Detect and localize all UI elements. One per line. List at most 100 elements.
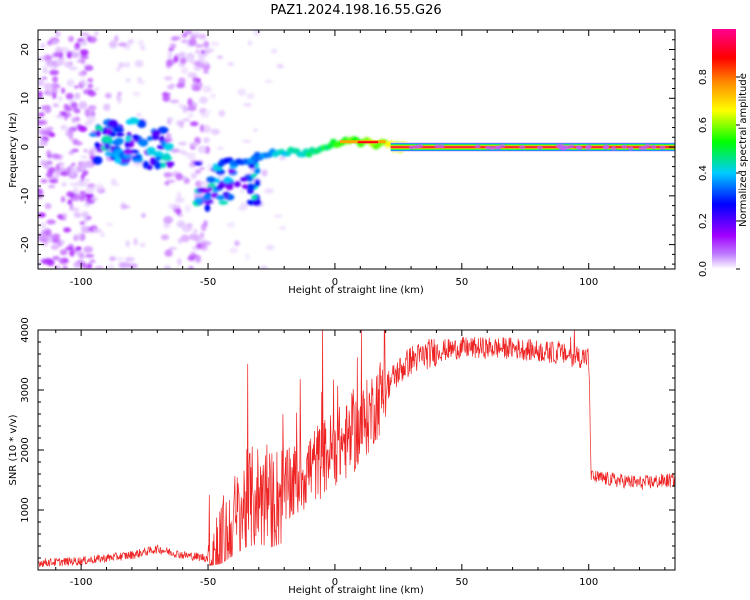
spectrogram-blob [203, 109, 213, 114]
spectrogram-blob [92, 155, 103, 165]
spectrogram-blob [61, 213, 68, 218]
spectrogram-blob [64, 61, 73, 68]
spectrogram-blob [70, 197, 80, 202]
spectrogram-blob [177, 257, 182, 266]
spectrogram-blob [575, 145, 582, 150]
spectrogram-blob [62, 217, 67, 221]
spectrogram-blob [80, 226, 89, 235]
spectrogram-blob [202, 85, 212, 93]
spectrogram-blob [64, 167, 72, 174]
spectrogram-blob [74, 85, 79, 89]
spectrogram-blob [246, 92, 255, 100]
spectrogram-blob [68, 150, 75, 155]
spectrogram-blob [178, 141, 188, 146]
spectrogram-blob [115, 67, 121, 72]
x-tick-label: 50 [455, 277, 468, 288]
spectrogram-blob [85, 178, 90, 182]
spectrogram-blob [195, 44, 204, 48]
spectrogram-blob [94, 265, 104, 269]
spectrogram-blob [52, 76, 59, 83]
spectrogram-blob [201, 241, 211, 246]
spectrogram-blob [202, 124, 211, 133]
spectrogram-blob [279, 225, 287, 231]
spectrogram-blob [154, 161, 162, 170]
spectrogram-blob [226, 221, 236, 228]
spectrogram-blob [246, 183, 256, 191]
y-tick-label: 20 [20, 43, 31, 56]
spectrogram-blob [218, 200, 229, 205]
spectrogram-blob [179, 57, 187, 64]
spectrogram-blob [650, 145, 657, 150]
spectrogram-blob [80, 54, 89, 60]
spectrogram-blob [519, 145, 526, 150]
spectrogram-blob [485, 145, 492, 150]
spectrogram-blob [253, 199, 262, 207]
colorbar-gradient [712, 29, 736, 269]
spectrogram-blob [69, 171, 75, 176]
spectrogram-blob [38, 112, 45, 118]
spectrogram-blob [222, 176, 232, 184]
spectrogram-blob [63, 227, 72, 233]
spectrogram-blob [71, 162, 76, 167]
spectrogram-blob [61, 181, 67, 187]
spectrogram-blob [168, 83, 176, 89]
spectrogram-blob [137, 77, 142, 82]
spectrogram-blob [52, 175, 59, 180]
spectrogram-blob [560, 146, 567, 151]
spectrogram-blob [125, 135, 132, 142]
spectrogram-blob [95, 129, 101, 137]
spectrogram-blob [57, 214, 62, 218]
spectrogram-blob [60, 196, 66, 203]
spectrogram-blob [132, 158, 143, 163]
spectrogram-blob [138, 138, 149, 147]
spectrogram-blob [239, 177, 248, 182]
spectrogram-blob [251, 194, 258, 200]
spectrogram-blob [245, 253, 250, 260]
spectrogram-blob [57, 162, 65, 166]
spectrogram-blob [49, 69, 59, 76]
spectrogram-blob [174, 197, 185, 203]
spectrogram-blob [88, 105, 97, 111]
spectrogram-blob [92, 228, 103, 233]
spectrogram-blob [132, 91, 141, 97]
spectrogram-blob [116, 94, 122, 101]
spectrogram-blob [191, 83, 198, 91]
spectrogram-blob [168, 47, 174, 52]
spectrogram-blob [136, 112, 142, 117]
spectrogram-blob [65, 92, 74, 100]
spectrogram-blob [413, 144, 420, 149]
spectrogram-blob [83, 245, 94, 253]
spectrogram-blob [205, 48, 215, 53]
spectrogram-blob [202, 70, 209, 74]
y-tick-label: -10 [20, 188, 31, 204]
spectrogram-blob [124, 149, 133, 155]
spectrogram-blob [182, 105, 188, 113]
spectrogram-blob [41, 76, 48, 80]
y-tick-label: -20 [20, 236, 31, 252]
spectrogram-blob [59, 239, 65, 245]
spectrogram-blob [237, 88, 247, 97]
spectrogram-blob [162, 94, 171, 102]
spectrogram-blob [110, 178, 118, 186]
spectrogram-blob [200, 243, 208, 252]
spectrogram-blob [118, 42, 128, 47]
spectrogram-blob [183, 177, 191, 184]
x-tick-label: 0 [332, 277, 338, 288]
snr-y-label: SNR (10 * v/v) [8, 414, 19, 485]
spectrogram-blob [241, 184, 249, 190]
spectrogram-blob [125, 78, 131, 83]
spectrogram-blob [146, 146, 156, 156]
y-tick-label: 0 [20, 144, 31, 150]
spectrogram-blob [216, 55, 224, 60]
spectrogram-blob [172, 204, 181, 210]
spectrogram-blob [38, 212, 46, 218]
spectrogram-blob [265, 244, 275, 251]
spectrogram-blob [264, 79, 273, 83]
spectrogram-blob [41, 119, 48, 125]
spectrogram-blob [197, 33, 207, 40]
spectrogram-blob [163, 172, 173, 178]
spectrogram-blob [495, 145, 502, 150]
spectrogram-blob [87, 36, 97, 43]
